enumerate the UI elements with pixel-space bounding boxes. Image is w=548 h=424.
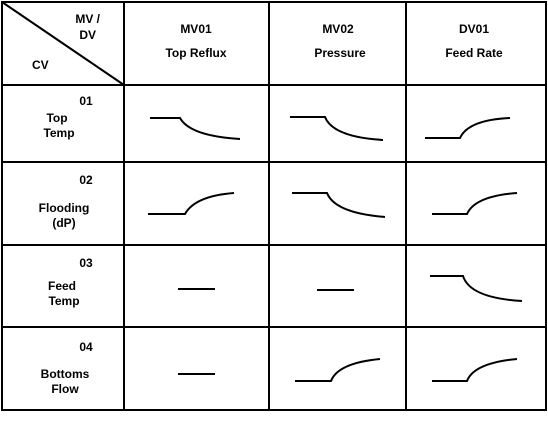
row-name: Bottoms [41, 367, 90, 381]
corner-diagonal [1, 1, 125, 86]
column-name: Top Reflux [165, 46, 226, 60]
row-name: Temp [43, 126, 74, 140]
row-name: Feed [48, 279, 76, 293]
column-id: MV02 [322, 22, 354, 36]
column-id: MV01 [180, 22, 212, 36]
step-response-down [290, 116, 384, 141]
row-name: Top [46, 111, 67, 125]
corner-label: MV / [75, 12, 100, 26]
column-id: DV01 [459, 22, 489, 36]
column-name: Feed Rate [445, 46, 503, 60]
row-name: Temp [48, 294, 79, 308]
step-response-up [425, 117, 511, 139]
corner-label: CV [32, 58, 49, 72]
step-response-up [432, 192, 518, 215]
row-id: 04 [79, 340, 93, 354]
step-response-up [295, 358, 381, 382]
step-response-up [432, 358, 518, 382]
step-response-down [292, 192, 386, 218]
row-name: Flow [51, 382, 79, 396]
table-border [1, 1, 547, 411]
step-response-down [430, 275, 523, 302]
corner-label: DV [79, 28, 96, 42]
column-name: Pressure [314, 46, 366, 60]
row-id: 01 [79, 94, 93, 108]
row-id: 03 [79, 256, 93, 270]
row-name: Flooding [39, 201, 90, 215]
step-response-up [148, 192, 235, 215]
row-name: (dP) [52, 216, 75, 230]
step-response-down [150, 117, 241, 140]
row-id: 02 [79, 173, 93, 187]
